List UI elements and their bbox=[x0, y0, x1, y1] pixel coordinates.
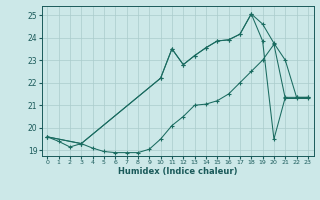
X-axis label: Humidex (Indice chaleur): Humidex (Indice chaleur) bbox=[118, 167, 237, 176]
